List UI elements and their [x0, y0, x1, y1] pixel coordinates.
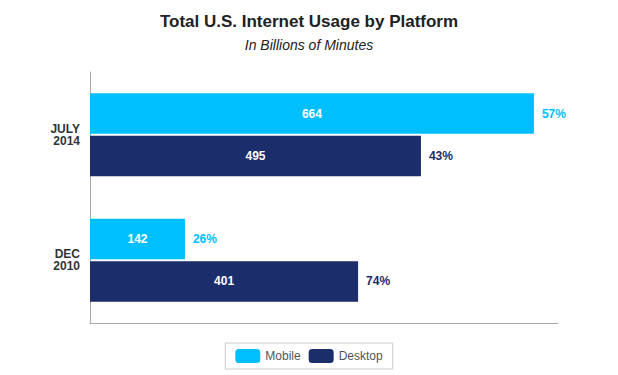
svg-text:495: 495 — [245, 149, 265, 163]
svg-text:JULY: JULY — [50, 121, 80, 136]
svg-text:Total U.S. Internet Usage by P: Total U.S. Internet Usage by Platform — [160, 12, 458, 31]
svg-text:Mobile: Mobile — [265, 349, 301, 363]
svg-text:Desktop: Desktop — [339, 349, 383, 363]
svg-text:2010: 2010 — [53, 259, 80, 273]
svg-text:2014: 2014 — [53, 134, 80, 148]
svg-text:57%: 57% — [542, 107, 566, 121]
svg-text:In Billions of Minutes: In Billions of Minutes — [245, 37, 373, 53]
svg-text:43%: 43% — [429, 149, 453, 163]
svg-text:26%: 26% — [193, 232, 217, 246]
svg-text:142: 142 — [127, 232, 147, 246]
svg-text:664: 664 — [302, 107, 322, 121]
svg-text:74%: 74% — [366, 274, 390, 288]
svg-text:DEC: DEC — [54, 247, 80, 262]
svg-text:401: 401 — [214, 274, 234, 288]
